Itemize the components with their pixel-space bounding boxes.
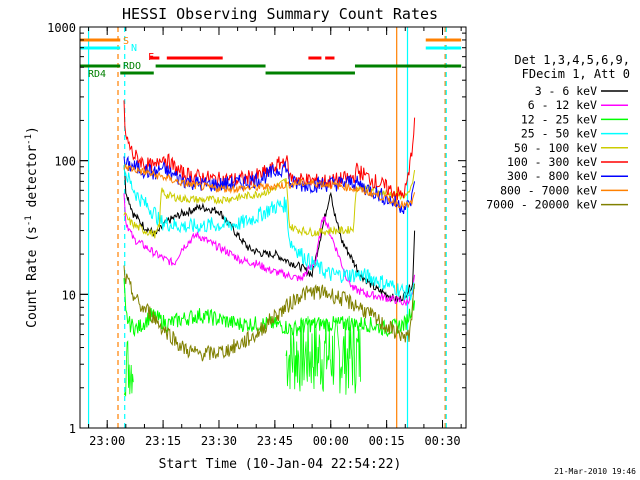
legend-header-2: FDecim 1, Att 0 — [522, 67, 630, 81]
noise-trace-1 — [123, 340, 134, 397]
noise-trace-0 — [285, 315, 361, 395]
y-tick-label: 100 — [54, 155, 76, 169]
legend-label-0: 3 - 6 keV — [535, 84, 597, 98]
legend-label-3: 25 - 50 keV — [521, 127, 597, 141]
legend-header-1: Det 1,3,4,5,6,9, — [514, 53, 630, 67]
y-label-end: ) — [25, 126, 40, 134]
legend-label-4: 50 - 100 keV — [514, 141, 597, 155]
y-tick-label: 1000 — [47, 21, 76, 35]
x-tick-label: 23:00 — [89, 434, 125, 448]
legend-label-5: 100 - 300 keV — [507, 155, 597, 169]
flag-label-s: S — [123, 36, 129, 47]
y-label-mid: detector — [25, 145, 40, 216]
y-tick-label: 1 — [69, 422, 76, 436]
y-label-main: Count Rate (s — [25, 226, 40, 328]
series-line-8 — [123, 265, 416, 362]
plot-area: 1 10 100 1000 23:00 23:15 23:30 23:45 00:00 00:15… — [47, 21, 467, 448]
series-line-7 — [123, 164, 416, 209]
y-axis-label: Count Rate (s-1 detector-1) — [24, 126, 40, 328]
series-line-1 — [123, 193, 416, 306]
legend-label-8: 7000 - 20000 keV — [486, 198, 597, 212]
series-line-4 — [123, 170, 416, 239]
y-tick-label: 10 — [62, 288, 76, 302]
plot-frame — [79, 26, 467, 429]
chart-title: HESSI Observing Summary Count Rates — [122, 5, 438, 23]
legend-label-7: 800 - 7000 keV — [500, 183, 597, 197]
y-label-sup2: -1 — [24, 134, 34, 145]
flag-label-rd4: RD4 — [88, 69, 106, 80]
x-tick-label: 00:30 — [424, 434, 460, 448]
timestamp: 21-Mar-2010 19:46 — [554, 467, 636, 476]
legend: Det 1,3,4,5,6,9, FDecim 1, Att 0 3 - 6 k… — [486, 53, 630, 212]
x-tick-label: 23:30 — [201, 434, 237, 448]
series-line-5 — [123, 100, 416, 200]
x-tick-label: 23:15 — [145, 434, 181, 448]
series-line-3 — [123, 165, 416, 301]
x-tick-label: 23:45 — [257, 434, 293, 448]
plot-inner — [80, 27, 462, 428]
flag-label-f: F — [148, 52, 154, 63]
legend-label-6: 300 - 800 keV — [507, 169, 597, 183]
x-axis-label: Start Time (10-Jan-04 22:54:22) — [159, 457, 402, 472]
legend-label-1: 6 - 12 keV — [528, 98, 597, 112]
x-tick-label: 00:15 — [369, 434, 405, 448]
x-tick-label: 00:00 — [313, 434, 349, 448]
legend-label-2: 12 - 25 keV — [521, 112, 597, 126]
y-label-sup1: -1 — [24, 215, 34, 226]
flag-label-rdo: RDO — [123, 61, 141, 72]
flag-label-n: N — [131, 43, 137, 54]
